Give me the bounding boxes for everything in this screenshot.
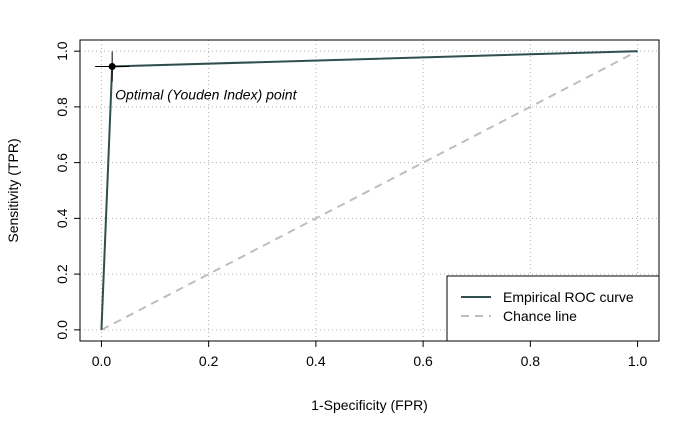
y-axis: 0.0 0.2 0.4 0.6 0.8 1.0 <box>54 41 80 340</box>
x-tick-label: 0.8 <box>521 353 541 369</box>
y-tick-label: 0.4 <box>54 208 70 228</box>
legend-box <box>446 275 660 342</box>
optimal-point-layer: Optimal (Youden Index) point <box>95 51 298 102</box>
x-axis: 0.0 0.2 0.4 0.6 0.8 1.0 <box>92 341 648 369</box>
y-axis-title: Sensitivity (TPR) <box>5 138 21 242</box>
legend: Empirical ROC curve Chance line <box>446 275 660 342</box>
x-tick-label: 0.2 <box>199 353 219 369</box>
x-tick-label: 1.0 <box>628 353 648 369</box>
x-axis-title: 1-Specificity (FPR) <box>311 397 428 413</box>
x-tick-label: 0.4 <box>306 353 326 369</box>
x-tick-label: 0.6 <box>413 353 433 369</box>
y-tick-label: 0.6 <box>54 153 70 173</box>
legend-label: Chance line <box>503 308 577 324</box>
plot-frame <box>79 39 660 342</box>
optimal-point-label: Optimal (Youden Index) point <box>115 86 297 102</box>
x-tick-label: 0.0 <box>92 353 112 369</box>
legend-label: Empirical ROC curve <box>503 289 634 305</box>
optimal-point-marker <box>108 62 116 70</box>
chance-line <box>100 50 639 331</box>
grid-lines <box>80 40 659 341</box>
y-tick-label: 0.8 <box>54 97 70 117</box>
y-tick-label: 1.0 <box>54 41 70 61</box>
y-tick-label: 0.2 <box>54 264 70 284</box>
y-tick-label: 0.0 <box>54 320 70 340</box>
